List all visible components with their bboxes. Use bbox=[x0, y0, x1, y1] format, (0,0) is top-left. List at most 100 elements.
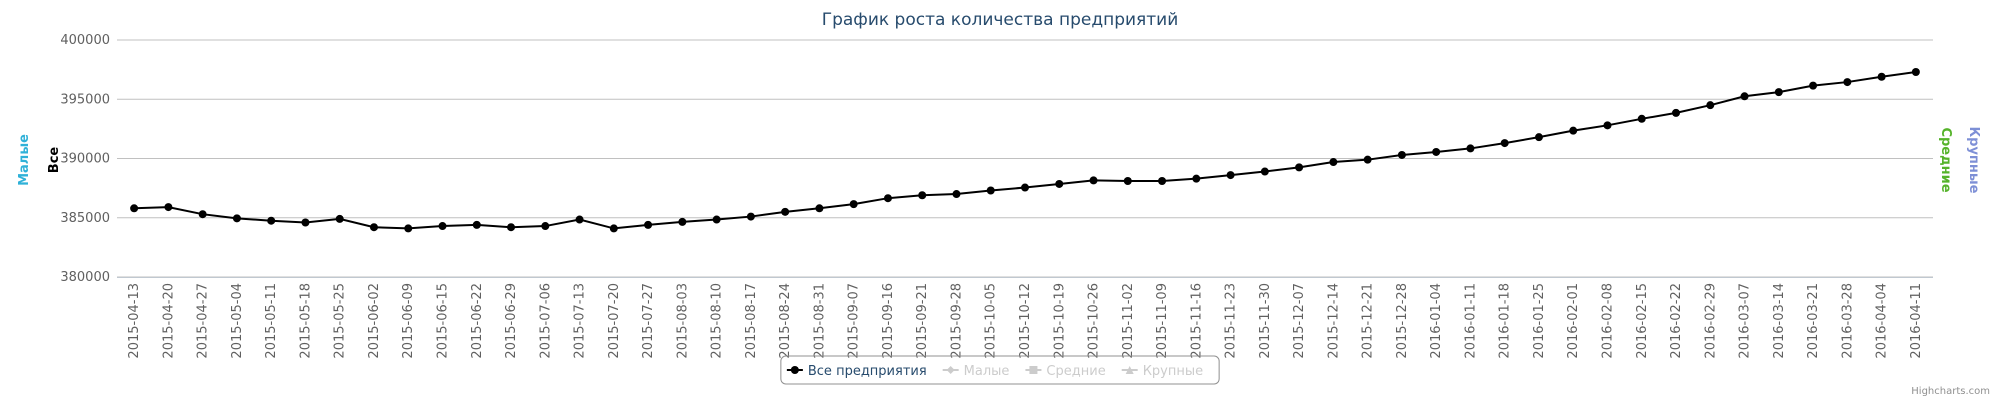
x-tick-label: 2015-11-16 bbox=[1189, 283, 1204, 359]
x-tick-label: 2015-12-28 bbox=[1395, 283, 1410, 359]
x-tick-label: 2015-08-31 bbox=[812, 283, 827, 359]
marker bbox=[918, 191, 927, 200]
marker bbox=[1260, 167, 1269, 176]
marker bbox=[1843, 78, 1852, 87]
marker bbox=[130, 204, 139, 213]
legend-symbol bbox=[946, 366, 955, 374]
marker bbox=[883, 194, 892, 203]
marker bbox=[1672, 108, 1681, 117]
axis-title: Крупные bbox=[1966, 127, 1981, 194]
marker bbox=[1706, 101, 1715, 110]
marker bbox=[1500, 139, 1509, 148]
legend-item[interactable]: Все предприятия bbox=[808, 364, 927, 379]
marker bbox=[746, 212, 755, 221]
x-tick-label: 2016-02-15 bbox=[1635, 283, 1650, 359]
marker bbox=[1123, 177, 1132, 186]
x-tick-label: 2016-01-18 bbox=[1498, 283, 1513, 359]
legend-item[interactable]: Малые bbox=[964, 364, 1010, 379]
marker bbox=[507, 223, 516, 232]
x-tick-label: 2015-06-02 bbox=[367, 283, 382, 359]
x-tick-label: 2016-02-29 bbox=[1703, 283, 1718, 359]
marker bbox=[472, 220, 481, 229]
x-tick-label: 2016-03-21 bbox=[1806, 283, 1821, 359]
legend-symbol bbox=[1125, 366, 1134, 374]
x-tick-label: 2015-11-09 bbox=[1155, 283, 1170, 359]
x-tick-label: 2015-08-24 bbox=[778, 283, 793, 359]
series-line bbox=[134, 71, 1917, 230]
x-tick-label: 2015-06-15 bbox=[436, 283, 451, 359]
x-tick-label: 2016-04-04 bbox=[1875, 283, 1890, 359]
marker bbox=[644, 220, 653, 229]
marker bbox=[1363, 155, 1372, 164]
marker bbox=[1603, 121, 1612, 130]
axis-title: Средние bbox=[1938, 127, 1953, 192]
marker bbox=[301, 218, 310, 227]
marker bbox=[198, 210, 207, 219]
marker bbox=[1809, 81, 1818, 90]
x-tick-label: 2015-12-14 bbox=[1326, 283, 1341, 359]
x-tick-label: 2015-08-17 bbox=[744, 283, 759, 359]
axis-title: Малые bbox=[17, 134, 32, 186]
axis-title: Все bbox=[47, 147, 62, 174]
marker bbox=[232, 214, 241, 223]
y-tick-label: 395000 bbox=[60, 92, 110, 107]
x-tick-label: 2015-12-07 bbox=[1292, 283, 1307, 359]
x-tick-label: 2015-10-05 bbox=[984, 283, 999, 359]
x-tick-label: 2016-03-28 bbox=[1840, 283, 1855, 359]
credits[interactable]: Highcharts.com bbox=[1911, 386, 1990, 397]
marker bbox=[952, 190, 961, 199]
marker bbox=[1089, 176, 1098, 185]
marker bbox=[541, 222, 550, 231]
marker bbox=[335, 214, 344, 223]
marker bbox=[1911, 67, 1920, 76]
legend-box bbox=[780, 355, 1220, 385]
x-tick-label: 2016-04-11 bbox=[1909, 283, 1924, 359]
x-tick-label: 2015-07-27 bbox=[641, 283, 656, 359]
y-tick-label: 380000 bbox=[60, 270, 110, 285]
x-tick-label: 2015-04-27 bbox=[196, 283, 211, 359]
marker bbox=[1466, 144, 1475, 153]
x-tick-label: 2016-01-04 bbox=[1429, 283, 1444, 359]
x-tick-label: 2015-06-29 bbox=[504, 283, 519, 359]
x-tick-label: 2015-10-19 bbox=[1052, 283, 1067, 359]
marker bbox=[1192, 174, 1201, 183]
marker bbox=[267, 216, 276, 225]
x-tick-label: 2016-02-01 bbox=[1566, 283, 1581, 359]
x-tick-label: 2015-10-12 bbox=[1018, 283, 1033, 359]
x-tick-label: 2015-06-09 bbox=[401, 283, 416, 359]
x-tick-label: 2015-08-10 bbox=[710, 283, 725, 359]
marker bbox=[986, 186, 995, 195]
marker bbox=[438, 222, 447, 231]
x-tick-label: 2015-07-20 bbox=[607, 283, 622, 359]
x-tick-label: 2016-03-07 bbox=[1738, 283, 1753, 359]
marker bbox=[1329, 158, 1338, 167]
marker bbox=[1534, 133, 1543, 142]
x-tick-label: 2015-09-16 bbox=[881, 283, 896, 359]
legend-item[interactable]: Крупные bbox=[1143, 364, 1203, 379]
marker bbox=[1877, 72, 1886, 81]
marker bbox=[1055, 179, 1064, 188]
marker bbox=[1740, 92, 1749, 101]
y-tick-label: 385000 bbox=[60, 211, 110, 226]
x-tick-label: 2015-05-11 bbox=[264, 283, 279, 359]
x-tick-label: 2015-11-23 bbox=[1224, 283, 1239, 359]
x-tick-label: 2015-11-02 bbox=[1121, 283, 1136, 359]
marker bbox=[849, 200, 858, 209]
legend-item[interactable]: Средние bbox=[1046, 364, 1105, 379]
x-tick-label: 2016-02-08 bbox=[1600, 283, 1615, 359]
x-tick-label: 2016-03-14 bbox=[1772, 283, 1787, 359]
x-tick-label: 2015-04-13 bbox=[127, 283, 142, 359]
legend-symbol bbox=[790, 366, 799, 374]
x-tick-label: 2015-10-26 bbox=[1087, 283, 1102, 359]
x-tick-label: 2015-04-20 bbox=[161, 283, 176, 359]
x-tick-label: 2015-05-04 bbox=[230, 283, 245, 359]
marker bbox=[815, 204, 824, 213]
marker bbox=[1569, 126, 1578, 135]
x-tick-label: 2015-09-28 bbox=[949, 283, 964, 359]
y-tick-label: 400000 bbox=[60, 33, 110, 48]
marker bbox=[1295, 163, 1304, 172]
x-tick-label: 2016-01-11 bbox=[1463, 283, 1478, 359]
marker bbox=[781, 207, 790, 216]
x-tick-label: 2015-07-13 bbox=[573, 283, 588, 359]
